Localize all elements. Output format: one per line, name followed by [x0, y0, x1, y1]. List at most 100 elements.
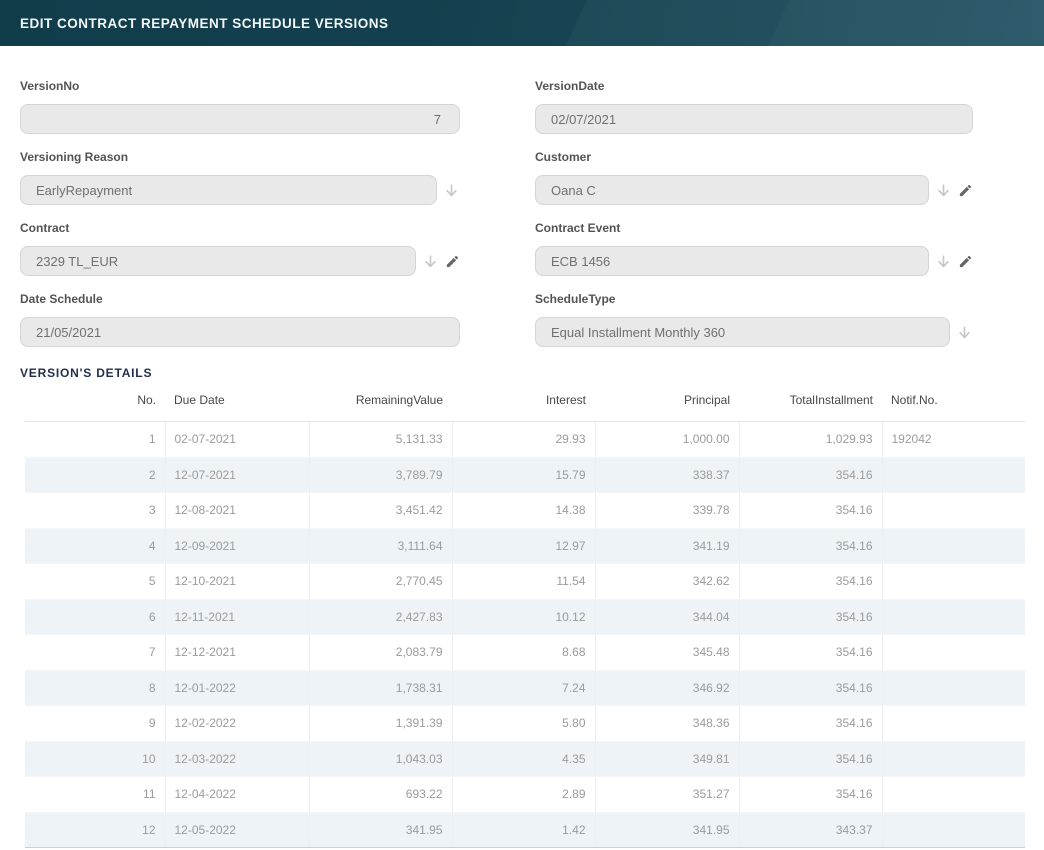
table-cell: 15.79 — [452, 457, 596, 493]
table-cell — [882, 528, 1025, 564]
field-contract: Contract — [20, 221, 460, 276]
table-row[interactable]: 6 12-11-2021 2,427.83 10.12 344.04 354.16 — [25, 599, 1025, 635]
table-header-row: No. Due Date RemainingValue Interest Pri… — [25, 380, 1025, 422]
table-cell: 12-04-2022 — [165, 776, 310, 813]
table-cell: 1,391.39 — [309, 705, 453, 742]
details-table-body: 1 02-07-2021 5,131.33 29.93 1,000.00 1,029.93… — [25, 421, 1025, 848]
field-versioning-reason: Versioning Reason — [20, 150, 460, 205]
table-cell: 29.93 — [452, 421, 596, 458]
table-cell: 3 — [25, 492, 166, 529]
table-cell: 3,451.42 — [309, 492, 453, 529]
table-cell: 346.92 — [595, 670, 740, 706]
table-cell: 341.95 — [595, 812, 740, 848]
arrow-down-icon[interactable] — [935, 253, 952, 270]
table-cell — [882, 634, 1025, 671]
pencil-icon[interactable] — [958, 183, 973, 198]
table-cell: 4 — [25, 528, 166, 564]
table-cell: 354.16 — [739, 528, 883, 564]
table-cell: 1 — [25, 421, 166, 458]
table-cell: 12-10-2021 — [165, 563, 310, 600]
table-cell — [882, 457, 1025, 493]
table-cell: 12-07-2021 — [165, 457, 310, 493]
version-date-input[interactable] — [535, 104, 973, 134]
contract-input[interactable] — [20, 246, 416, 276]
table-cell: 354.16 — [739, 634, 883, 671]
version-date-label: VersionDate — [535, 79, 605, 93]
arrow-down-icon[interactable] — [443, 182, 460, 199]
page-title: EDIT CONTRACT REPAYMENT SCHEDULE VERSION… — [20, 15, 389, 31]
table-cell: 354.16 — [739, 599, 883, 635]
table-row[interactable]: 7 12-12-2021 2,083.79 8.68 345.48 354.16 — [25, 634, 1025, 671]
table-cell: 339.78 — [595, 492, 740, 529]
table-row[interactable]: 3 12-08-2021 3,451.42 14.38 339.78 354.16 — [25, 492, 1025, 529]
table-cell: 192042 — [882, 421, 1025, 458]
table-cell: 2 — [25, 457, 166, 493]
table-cell: 354.16 — [739, 563, 883, 600]
table-cell: 11.54 — [452, 563, 596, 600]
table-row[interactable]: 4 12-09-2021 3,111.64 12.97 341.19 354.16 — [25, 528, 1025, 564]
details-table: No. Due Date RemainingValue Interest Pri… — [25, 380, 1025, 848]
table-row[interactable]: 5 12-10-2021 2,770.45 11.54 342.62 354.16 — [25, 563, 1025, 600]
column-header-principal: Principal — [595, 380, 739, 422]
table-row[interactable]: 11 12-04-2022 693.22 2.89 351.27 354.16 — [25, 776, 1025, 813]
table-cell — [882, 776, 1025, 813]
table-cell — [882, 812, 1025, 848]
field-contract-event: Contract Event — [535, 221, 973, 276]
table-cell — [882, 599, 1025, 635]
versioning-reason-label: Versioning Reason — [20, 150, 129, 164]
table-cell: 1,000.00 — [595, 421, 740, 458]
date-schedule-input[interactable] — [20, 317, 460, 347]
table-cell: 8 — [25, 670, 166, 706]
column-header-notif-no: Notif.No. — [882, 380, 1025, 422]
table-cell: 354.16 — [739, 492, 883, 529]
table-row[interactable]: 9 12-02-2022 1,391.39 5.80 348.36 354.16 — [25, 705, 1025, 742]
table-cell: 12 — [25, 812, 166, 848]
customer-label: Customer — [535, 150, 592, 164]
table-cell: 354.16 — [739, 776, 883, 813]
versioning-reason-input[interactable] — [20, 175, 437, 205]
customer-input[interactable] — [535, 175, 929, 205]
table-cell: 344.04 — [595, 599, 740, 635]
table-cell: 11 — [25, 776, 166, 813]
table-cell: 10.12 — [452, 599, 596, 635]
table-cell: 338.37 — [595, 457, 740, 493]
table-row[interactable]: 2 12-07-2021 3,789.79 15.79 338.37 354.16 — [25, 457, 1025, 493]
table-cell: 7.24 — [452, 670, 596, 706]
table-cell: 1,043.03 — [309, 741, 453, 777]
section-title-versions-details: VERSION'S DETAILS — [20, 366, 153, 380]
table-cell: 12.97 — [452, 528, 596, 564]
table-cell: 02-07-2021 — [165, 421, 310, 458]
schedule-type-input[interactable] — [535, 317, 950, 347]
table-cell: 351.27 — [595, 776, 740, 813]
table-cell: 341.95 — [309, 812, 453, 848]
date-schedule-label: Date Schedule — [20, 292, 103, 306]
table-cell: 5 — [25, 563, 166, 600]
pencil-icon[interactable] — [445, 254, 460, 269]
table-cell: 1.42 — [452, 812, 596, 848]
table-cell: 12-01-2022 — [165, 670, 310, 706]
table-cell: 1,029.93 — [739, 421, 883, 458]
table-cell: 3,789.79 — [309, 457, 453, 493]
table-cell: 6 — [25, 599, 166, 635]
table-cell: 12-03-2022 — [165, 741, 310, 777]
table-cell: 5,131.33 — [309, 421, 453, 458]
table-cell: 354.16 — [739, 741, 883, 777]
arrow-down-icon[interactable] — [935, 182, 952, 199]
table-cell — [882, 492, 1025, 529]
table-row[interactable]: 12 12-05-2022 341.95 1.42 341.95 343.37 — [25, 812, 1025, 848]
arrow-down-icon[interactable] — [422, 253, 439, 270]
table-row[interactable]: 1 02-07-2021 5,131.33 29.93 1,000.00 1,029.93… — [25, 421, 1025, 458]
table-cell: 12-08-2021 — [165, 492, 310, 529]
table-cell: 12-05-2022 — [165, 812, 310, 848]
version-no-input[interactable] — [20, 104, 460, 134]
arrow-down-icon[interactable] — [956, 324, 973, 341]
table-cell: 2,083.79 — [309, 634, 453, 671]
field-version-date: VersionDate — [535, 79, 973, 134]
contract-event-input[interactable] — [535, 246, 929, 276]
table-row[interactable]: 10 12-03-2022 1,043.03 4.35 349.81 354.16 — [25, 741, 1025, 777]
table-row[interactable]: 8 12-01-2022 1,738.31 7.24 346.92 354.16 — [25, 670, 1025, 706]
table-cell: 348.36 — [595, 705, 740, 742]
table-cell: 12-11-2021 — [165, 599, 310, 635]
table-cell: 349.81 — [595, 741, 740, 777]
pencil-icon[interactable] — [958, 254, 973, 269]
